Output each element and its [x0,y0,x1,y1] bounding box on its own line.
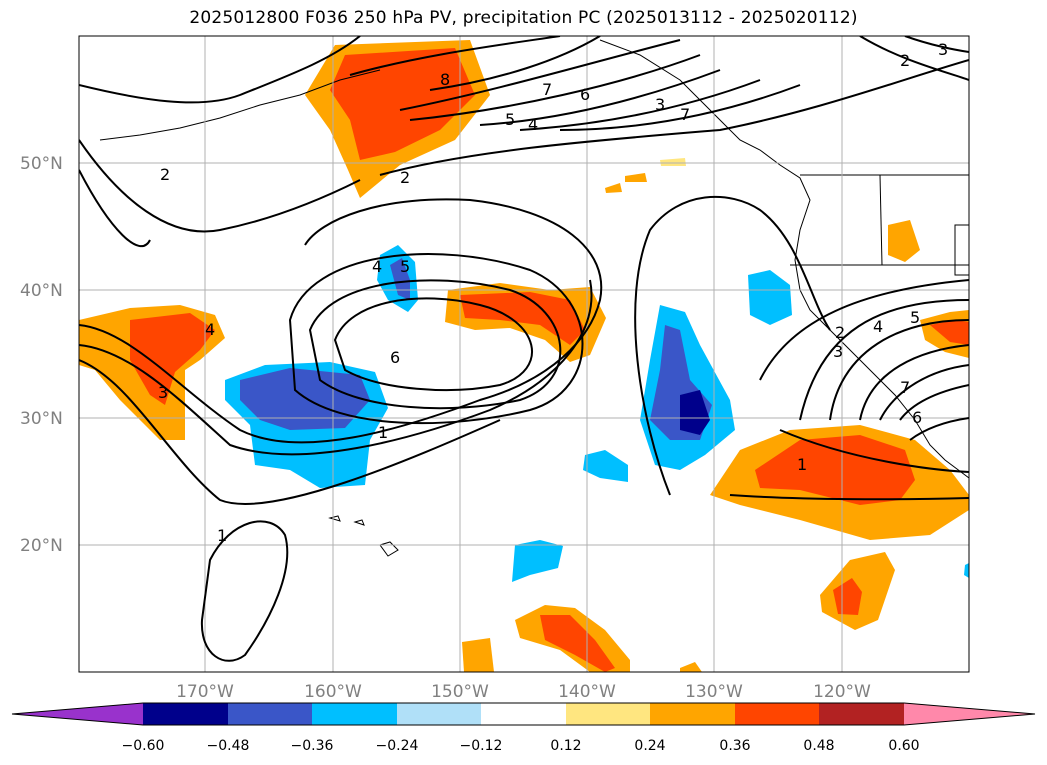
contour-label: 4 [205,320,215,339]
colorbar-segment [143,703,228,725]
colorbar-segment [819,703,904,725]
contour-label: 1 [378,423,388,442]
contour-label: 2 [400,168,410,187]
contour-label: 3 [158,383,168,402]
colorbar-tick-label: 0.60 [888,738,919,754]
lon-label: 140°W [558,682,616,702]
colorbar-max-arrow [904,703,1035,725]
colorbar-segment [735,703,819,725]
contour-label: 8 [440,70,450,89]
contour-label: 3 [938,40,948,59]
contour-label: 4 [528,115,538,134]
gridlines [79,36,969,672]
lon-label: 170°W [176,682,234,702]
lat-labels: 50°N 40°N 30°N 20°N [20,154,63,556]
contour-label: 1 [797,455,807,474]
contour-label: 5 [400,257,410,276]
colorbar-segment [228,703,312,725]
colorbar-segment [397,703,481,725]
contour-label: 5 [910,308,920,327]
lon-label: 120°W [813,682,871,702]
colorbar-segment [481,703,566,725]
contour-label: 4 [873,317,883,336]
precip-shading [79,40,969,672]
colorbar-tick-label: 0.48 [803,738,834,754]
map-area: 2 8 7 6 5 4 3 7 2 3 2 4 5 6 4 3 1 1 1 2 … [79,36,969,672]
contour-label: 5 [505,110,515,129]
contour-label: 4 [372,257,382,276]
contour-label: 2 [900,51,910,70]
colorbar-tick-label: 0.36 [719,738,750,754]
contour-label: 7 [542,80,552,99]
contour-label: 3 [655,95,665,114]
colorbar-segment [312,703,397,725]
lat-label: 20°N [20,536,63,556]
contour-label: 6 [912,408,922,427]
lon-label: 130°W [685,682,743,702]
lat-label: 40°N [20,281,63,301]
colorbar-tick-label: 0.12 [550,738,581,754]
lat-label: 30°N [20,409,63,429]
colorbar-tick-label: −0.12 [460,738,503,754]
contour-label: 2 [835,323,845,342]
map-frame [78,35,970,673]
map-title: 2025012800 F036 250 hPa PV, precipitatio… [189,8,858,28]
lon-labels: 170°W 160°W 150°W 140°W 130°W 120°W [176,682,871,702]
lon-label: 160°W [304,682,362,702]
pv-contours [79,36,969,662]
lat-label: 50°N [20,154,63,174]
colorbar-tick-label: −0.60 [122,738,165,754]
contour-labels: 2 8 7 6 5 4 3 7 2 3 2 4 5 6 4 3 1 1 1 2 … [158,40,948,545]
colorbar-tick-label: 0.24 [634,738,665,754]
colorbar-segment [650,703,735,725]
contour-label: 3 [833,342,843,361]
contour-label: 1 [217,526,227,545]
contour-label: 6 [580,85,590,104]
contour-label: 7 [900,378,910,397]
colorbar-ticks: −0.60 −0.48 −0.36 −0.24 −0.12 0.12 0.24 … [122,738,920,754]
contour-label: 6 [390,348,400,367]
colorbar-tick-label: −0.24 [376,738,419,754]
contour-label: 2 [160,165,170,184]
colorbar-tick-label: −0.48 [207,738,250,754]
colorbar: −0.60 −0.48 −0.36 −0.24 −0.12 0.12 0.24 … [11,702,1036,754]
contour-label: 7 [680,105,690,124]
lon-label: 150°W [431,682,489,702]
colorbar-tick-label: −0.36 [291,738,334,754]
colorbar-segment [566,703,650,725]
colorbar-min-arrow [12,703,143,725]
